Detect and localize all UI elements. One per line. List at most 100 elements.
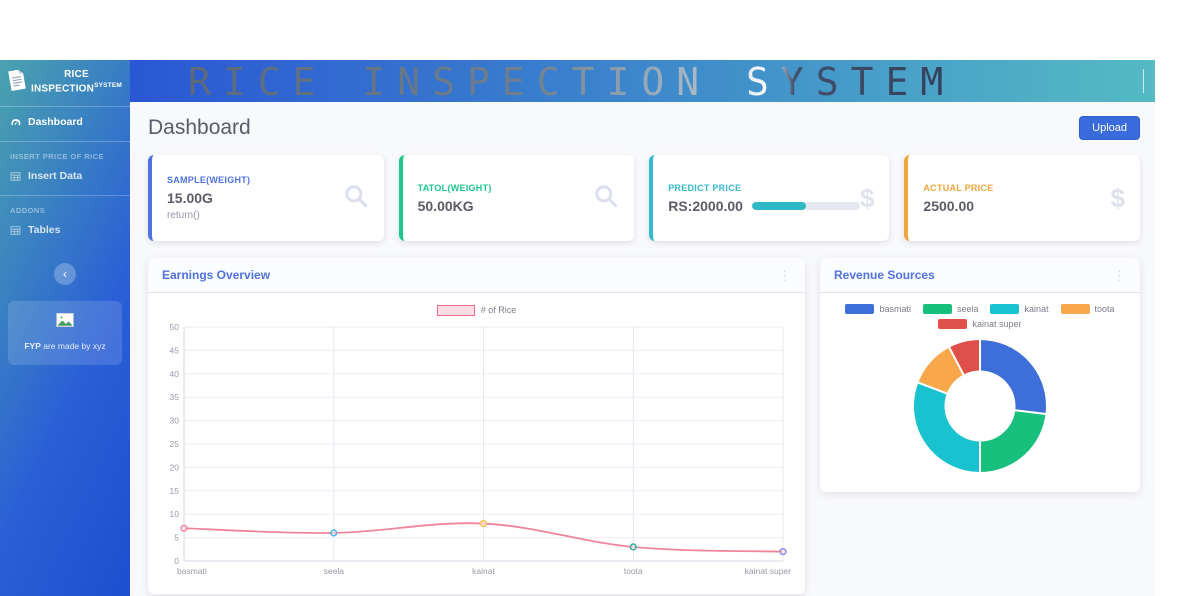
pie-chart-legend: basmati seela kainat toota kainat super — [830, 301, 1130, 331]
legend-row: basmati seela kainat toota — [830, 301, 1130, 316]
topbar-divider — [1143, 69, 1144, 93]
stat-label: PREDICT PRICE — [668, 182, 742, 193]
page-title: Dashboard — [148, 116, 251, 139]
sidebar-promo-card: FYP are made by xyz — [8, 301, 122, 365]
sidebar-heading-addons: ADDONS — [10, 206, 46, 215]
y-tick-label: 10 — [170, 509, 180, 519]
data-point — [479, 519, 488, 528]
sidebar-divider — [0, 141, 130, 142]
data-point — [330, 529, 338, 537]
stat-card-sample-weight: SAMPLE(WEIGHT) 15.00G return() — [148, 155, 384, 241]
pie-slice — [947, 337, 981, 377]
dollar-icon: $ — [1110, 182, 1126, 213]
data-point — [779, 547, 787, 556]
sidebar-item-insert-data[interactable]: Insert Data — [0, 161, 130, 191]
broken-image-icon — [56, 313, 74, 329]
earnings-card-title: Earnings Overview — [162, 268, 271, 282]
predict-price-progressbar — [751, 201, 860, 210]
chevron-left-icon: ‹ — [63, 267, 67, 281]
line-chart: 0 5 10 15 20 25 30 35 40 45 50 basmati seela kainat to… — [170, 322, 792, 576]
line-chart-legend[interactable]: # of Rice — [158, 301, 795, 319]
page-header: Dashboard Upload — [148, 116, 1140, 140]
y-tick-label: 30 — [170, 416, 180, 426]
sidebar-item-label: Insert Data — [28, 170, 83, 182]
topbar-title: RICE INSPECTION SYSTEM — [188, 60, 956, 102]
category-label: toota — [624, 566, 643, 576]
y-tick-label: 35 — [170, 392, 180, 402]
data-point — [629, 543, 637, 551]
legend-item[interactable]: basmati — [845, 303, 911, 314]
donut-chart — [912, 337, 1048, 475]
earnings-overview-card: Earnings Overview ⋮ # of Rice 0 5 10 15 20 25… — [148, 258, 805, 594]
search-icon — [593, 183, 619, 214]
category-label: kainat — [472, 566, 495, 576]
ellipsis-menu-icon[interactable]: ⋮ — [778, 267, 791, 283]
legend-swatch — [845, 303, 875, 314]
sidebar: RICE INSPECTIONSYSTEM Dashboard INSERT P… — [0, 60, 130, 596]
stat-label: ACTUAL PRICE — [923, 182, 994, 193]
tachometer-icon — [10, 117, 21, 128]
stat-card-actual-price: ACTUAL PRICE 2500.00 $ — [904, 155, 1141, 241]
sidebar-item-dashboard[interactable]: Dashboard — [0, 107, 130, 137]
table-icon — [10, 171, 21, 182]
stat-value: 50.00KG — [417, 197, 474, 214]
pie-slice — [979, 409, 1048, 475]
stat-value: 2500.00 — [923, 197, 975, 214]
sidebar-heading-insert-price: INSERT PRICE OF RICE — [10, 152, 105, 161]
legend-label: # of Rice — [480, 305, 517, 315]
ellipsis-menu-icon[interactable]: ⋮ — [1113, 267, 1126, 283]
content: Dashboard Upload SAMPLE(WEIGHT) 15.00G r… — [130, 102, 1155, 596]
category-label: basmati — [177, 566, 207, 576]
sidebar-item-label: Dashboard — [28, 116, 83, 128]
sidebar-collapse-button[interactable]: ‹ — [54, 263, 76, 285]
y-tick-label: 5 — [174, 533, 179, 543]
y-tick-label: 0 — [174, 556, 179, 566]
legend-item[interactable]: toota — [1060, 303, 1115, 314]
legend-swatch — [1060, 303, 1090, 314]
y-tick-label: 40 — [170, 369, 180, 379]
legend-swatch — [436, 304, 475, 316]
search-icon — [343, 183, 369, 214]
sidebar-item-tables[interactable]: Tables — [0, 215, 130, 245]
charts-row: Earnings Overview ⋮ # of Rice 0 5 10 15 20 25… — [148, 258, 1140, 594]
legend-label: seela — [956, 303, 979, 314]
y-tick-label: 25 — [170, 439, 180, 449]
legend-label: basmati — [879, 303, 911, 314]
legend-label: toota — [1094, 303, 1115, 314]
legend-item[interactable]: seela — [922, 303, 979, 314]
pie-slice — [912, 380, 981, 475]
stat-card-predict-price: PREDICT PRICE RS:2000.00 $ — [649, 155, 890, 241]
y-tick-label: 45 — [170, 345, 180, 355]
earnings-chart-body: # of Rice 0 5 10 15 20 25 30 35 40 45 50 basmati see… — [148, 293, 805, 594]
table-icon — [10, 225, 21, 236]
revenue-card-header: Revenue Sources ⋮ — [820, 258, 1140, 293]
dollar-icon: $ — [859, 182, 875, 213]
legend-label: kainat — [1024, 303, 1049, 314]
category-label: kainat super — [745, 566, 791, 576]
revenue-card-title: Revenue Sources — [834, 268, 935, 282]
revenue-chart-body: basmati seela kainat toota kainat super — [820, 293, 1140, 492]
stat-value: 15.00G — [167, 190, 213, 206]
main-area: RICE INSPECTION SYSTEM Dashboard Upload … — [130, 60, 1155, 596]
stat-cards-row: SAMPLE(WEIGHT) 15.00G return() TATOL(WEI… — [148, 155, 1141, 241]
revenue-sources-card: Revenue Sources ⋮ basmati seela kainat t… — [820, 258, 1140, 492]
legend-item[interactable]: kainat — [990, 303, 1049, 314]
sidebar-divider — [0, 106, 130, 107]
sidebar-brand[interactable]: RICE INSPECTIONSYSTEM — [0, 60, 130, 102]
legend-item[interactable]: kainat super — [938, 318, 1022, 329]
category-label: seela — [324, 566, 345, 576]
progress-fill — [751, 201, 806, 210]
pie-slice — [979, 337, 1048, 416]
upload-button[interactable]: Upload — [1079, 116, 1140, 140]
legend-row: kainat super — [830, 316, 1130, 331]
legend-label: kainat super — [972, 318, 1022, 329]
y-tick-label: 50 — [170, 322, 180, 332]
legend-swatch — [938, 318, 968, 329]
stat-label: TATOL(WEIGHT) — [417, 182, 492, 193]
sidebar-item-label: Tables — [28, 224, 61, 236]
promo-text: FYP are made by xyz — [24, 341, 106, 351]
legend-swatch — [922, 303, 952, 314]
data-point — [180, 524, 188, 532]
earnings-card-header: Earnings Overview ⋮ — [148, 258, 805, 293]
stat-card-total-weight: TATOL(WEIGHT) 50.00KG — [398, 155, 635, 241]
